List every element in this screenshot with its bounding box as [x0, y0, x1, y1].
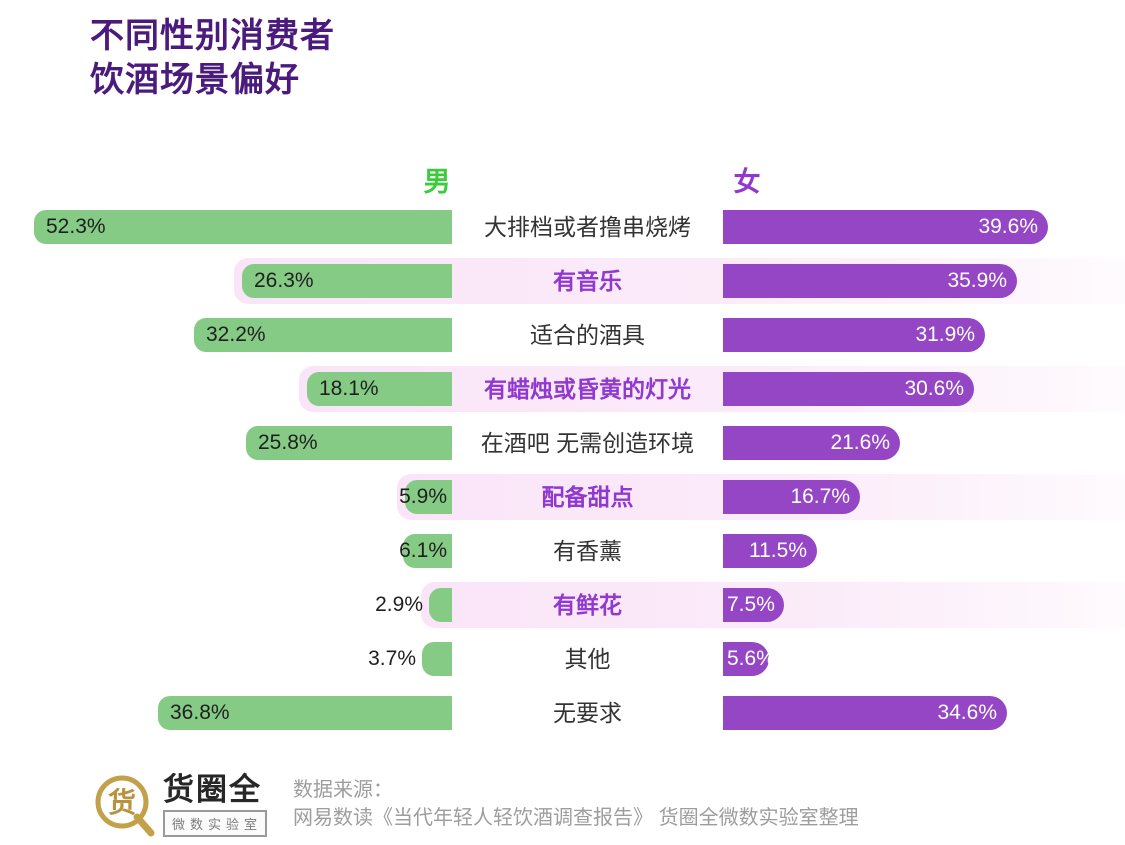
male-bar: 52.3% — [34, 210, 452, 244]
brand-logo: 货 货圈全 微数实验室 — [93, 772, 268, 838]
female-bar: 30.6% — [723, 372, 974, 406]
male-bar: 25.8% — [246, 426, 452, 460]
brand-magnifier-icon: 货 — [95, 775, 155, 837]
male-bar-value: 26.3% — [254, 269, 314, 292]
female-bar-value: 11.5% — [749, 539, 807, 562]
male-bar-value: 32.2% — [206, 323, 266, 346]
brand-subtitle: 微数实验室 — [163, 810, 268, 837]
category-label: 其他 — [564, 646, 611, 672]
category-label: 无要求 — [553, 700, 622, 726]
male-bar-value: 6.1% — [399, 539, 447, 562]
female-bar-value: 21.6% — [830, 431, 890, 454]
female-bar-value: 39.6% — [978, 215, 1038, 238]
male-bar-value: 25.8% — [258, 431, 318, 454]
category-label: 配备甜点 — [541, 484, 634, 510]
female-bar: 7.5% — [723, 588, 784, 622]
data-source-text: 网易数读《当代年轻人轻饮酒调查报告》 货圈全微数实验室整理 — [293, 807, 859, 829]
female-bar: 39.6% — [723, 210, 1048, 244]
data-source-label: 数据来源： — [293, 779, 394, 801]
male-bar-value: 5.9% — [399, 485, 447, 508]
male-bar-value: 36.8% — [170, 701, 230, 724]
male-bar: 2.9% — [375, 588, 452, 622]
female-bar: 34.6% — [723, 696, 1007, 730]
female-bar: 21.6% — [723, 426, 900, 460]
category-label: 有鲜花 — [553, 592, 622, 618]
female-bar-value: 16.7% — [790, 485, 850, 508]
female-bar: 16.7% — [723, 480, 860, 514]
brand-name: 货圈全 — [163, 772, 262, 807]
male-bar-value: 2.9% — [375, 593, 423, 616]
female-bar-value: 35.9% — [947, 269, 1007, 292]
male-bar: 3.7% — [368, 642, 452, 676]
footer: 货 货圈全 微数实验室 数据来源： 网易数读《当代年轻人轻饮酒调查报告》 货圈全… — [93, 772, 859, 838]
male-bar-value: 3.7% — [368, 647, 416, 670]
svg-text:货: 货 — [108, 786, 136, 818]
female-bar-value: 34.6% — [937, 701, 997, 724]
page-title: 不同性别消费者 饮酒场景偏好 — [90, 14, 335, 102]
brand-text-block: 货圈全 微数实验室 — [163, 772, 268, 837]
male-bar-value: 52.3% — [46, 215, 106, 238]
category-label: 有音乐 — [553, 268, 622, 294]
female-bar: 31.9% — [723, 318, 985, 352]
category-label: 适合的酒具 — [530, 322, 645, 348]
male-bar: 26.3% — [242, 264, 452, 298]
male-bar: 36.8% — [158, 696, 452, 730]
category-label: 在酒吧 无需创造环境 — [480, 430, 695, 456]
male-bar: 6.1% — [399, 534, 452, 568]
data-source: 数据来源： 网易数读《当代年轻人轻饮酒调查报告》 货圈全微数实验室整理 — [293, 772, 859, 832]
female-bar-value: 5.6% — [727, 647, 775, 670]
male-bar: 18.1% — [307, 372, 452, 406]
male-bar: 32.2% — [194, 318, 452, 352]
female-bar-value: 7.5% — [727, 593, 775, 616]
category-label: 有香薰 — [553, 538, 622, 564]
male-bar: 5.9% — [399, 480, 452, 514]
female-bar-value: 30.6% — [904, 377, 964, 400]
female-bar: 35.9% — [723, 264, 1017, 298]
page-title-line1: 不同性别消费者 — [90, 17, 335, 55]
category-label: 大排档或者撸串烧烤 — [484, 214, 691, 240]
female-bar-value: 31.9% — [915, 323, 975, 346]
category-label: 有蜡烛或昏黄的灯光 — [484, 376, 691, 402]
legend-female-label: 女 — [733, 167, 761, 197]
female-bar: 5.6% — [723, 642, 775, 676]
page-title-line2: 饮酒场景偏好 — [90, 61, 300, 99]
male-bar-value: 18.1% — [319, 377, 379, 400]
female-bar: 11.5% — [723, 534, 817, 568]
legend-male-label: 男 — [423, 167, 451, 197]
